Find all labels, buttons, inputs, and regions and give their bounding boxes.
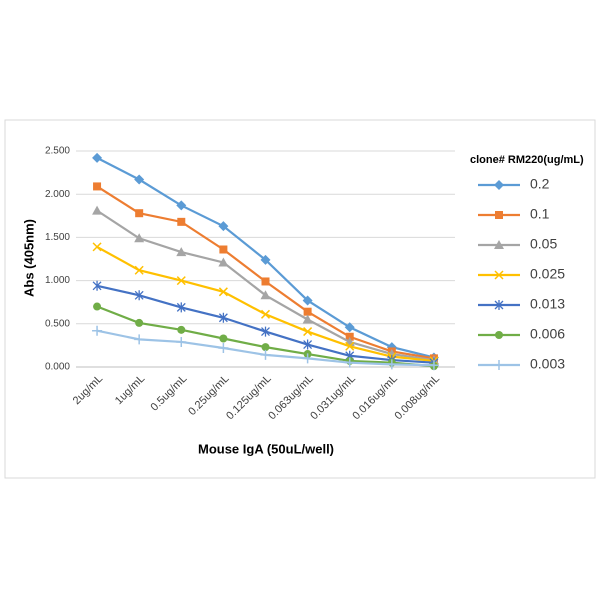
marker bbox=[93, 302, 102, 311]
legend-label: 0.2 bbox=[530, 176, 550, 192]
y-tick-label: 0.000 bbox=[45, 362, 70, 373]
marker bbox=[92, 205, 103, 215]
marker bbox=[303, 307, 312, 316]
marker bbox=[345, 332, 354, 341]
marker bbox=[92, 242, 102, 252]
marker bbox=[176, 336, 187, 347]
marker bbox=[176, 302, 186, 313]
marker bbox=[176, 200, 187, 211]
legend-marker bbox=[494, 270, 504, 280]
marker bbox=[219, 245, 228, 254]
marker bbox=[92, 152, 103, 163]
marker bbox=[134, 233, 145, 243]
marker bbox=[428, 360, 439, 371]
marker bbox=[261, 326, 270, 337]
marker bbox=[218, 287, 228, 297]
marker bbox=[135, 209, 144, 218]
marker bbox=[303, 339, 313, 350]
marker bbox=[218, 257, 229, 267]
y-axis-title: Abs (405nm) bbox=[21, 219, 36, 297]
marker bbox=[302, 295, 313, 306]
y-tick-label: 1.000 bbox=[45, 275, 70, 286]
marker bbox=[92, 325, 103, 336]
legend-marker bbox=[495, 211, 503, 219]
marker bbox=[302, 353, 313, 364]
marker bbox=[134, 290, 144, 301]
marker bbox=[134, 334, 145, 345]
marker bbox=[386, 359, 397, 370]
legend-label: 0.013 bbox=[530, 296, 565, 312]
marker bbox=[135, 318, 144, 327]
marker bbox=[261, 277, 270, 286]
marker bbox=[177, 325, 186, 334]
marker bbox=[260, 254, 271, 265]
marker bbox=[93, 182, 102, 191]
legend-label: 0.05 bbox=[530, 236, 557, 252]
y-tick-label: 0.500 bbox=[45, 318, 70, 329]
legend-marker bbox=[494, 240, 504, 249]
marker bbox=[302, 314, 313, 324]
marker bbox=[92, 280, 102, 291]
marker bbox=[344, 322, 355, 333]
legend-label: 0.006 bbox=[530, 326, 565, 342]
chart-frame bbox=[4, 119, 596, 479]
marker bbox=[218, 312, 228, 323]
marker bbox=[345, 341, 355, 351]
marker bbox=[176, 247, 187, 257]
legend-marker bbox=[494, 180, 504, 190]
marker bbox=[176, 276, 186, 286]
marker bbox=[134, 265, 144, 275]
marker bbox=[260, 309, 271, 319]
legend-marker bbox=[495, 331, 503, 339]
marker bbox=[177, 217, 186, 226]
legend-title: clone# RM220(ug/mL) bbox=[470, 154, 584, 166]
marker bbox=[218, 221, 229, 232]
marker bbox=[218, 342, 229, 353]
marker bbox=[303, 327, 313, 337]
x-axis-title: Mouse IgA (50uL/well) bbox=[198, 441, 334, 456]
y-tick-label: 2.500 bbox=[45, 146, 70, 157]
marker bbox=[260, 290, 271, 300]
marker bbox=[134, 174, 145, 185]
marker bbox=[219, 334, 228, 343]
legend-label: 0.1 bbox=[530, 206, 550, 222]
legend-marker bbox=[494, 300, 504, 310]
legend-marker bbox=[494, 360, 504, 370]
legend-label: 0.003 bbox=[530, 356, 565, 372]
marker bbox=[344, 357, 355, 368]
marker bbox=[261, 343, 270, 352]
y-tick-label: 2.000 bbox=[45, 189, 70, 200]
y-tick-label: 1.500 bbox=[45, 232, 70, 243]
marker bbox=[260, 349, 271, 360]
legend-label: 0.025 bbox=[530, 266, 565, 282]
